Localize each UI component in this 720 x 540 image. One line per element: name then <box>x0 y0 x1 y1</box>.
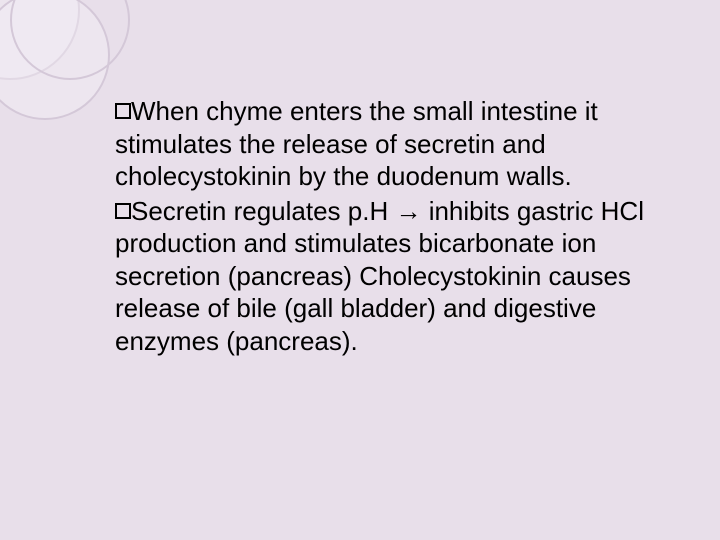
bullet-text-before: Secretin regulates p.H <box>131 196 395 226</box>
square-bullet-icon <box>115 103 131 119</box>
square-bullet-icon <box>115 203 131 219</box>
bullet-text: When chyme enters the small intestine it… <box>115 96 598 191</box>
slide-content: When chyme enters the small intestine it… <box>115 95 665 359</box>
bullet-point: Secretin regulates p.H → inhibits gastri… <box>115 195 665 358</box>
bullet-point: When chyme enters the small intestine it… <box>115 95 665 193</box>
arrow-icon: → <box>395 196 421 226</box>
